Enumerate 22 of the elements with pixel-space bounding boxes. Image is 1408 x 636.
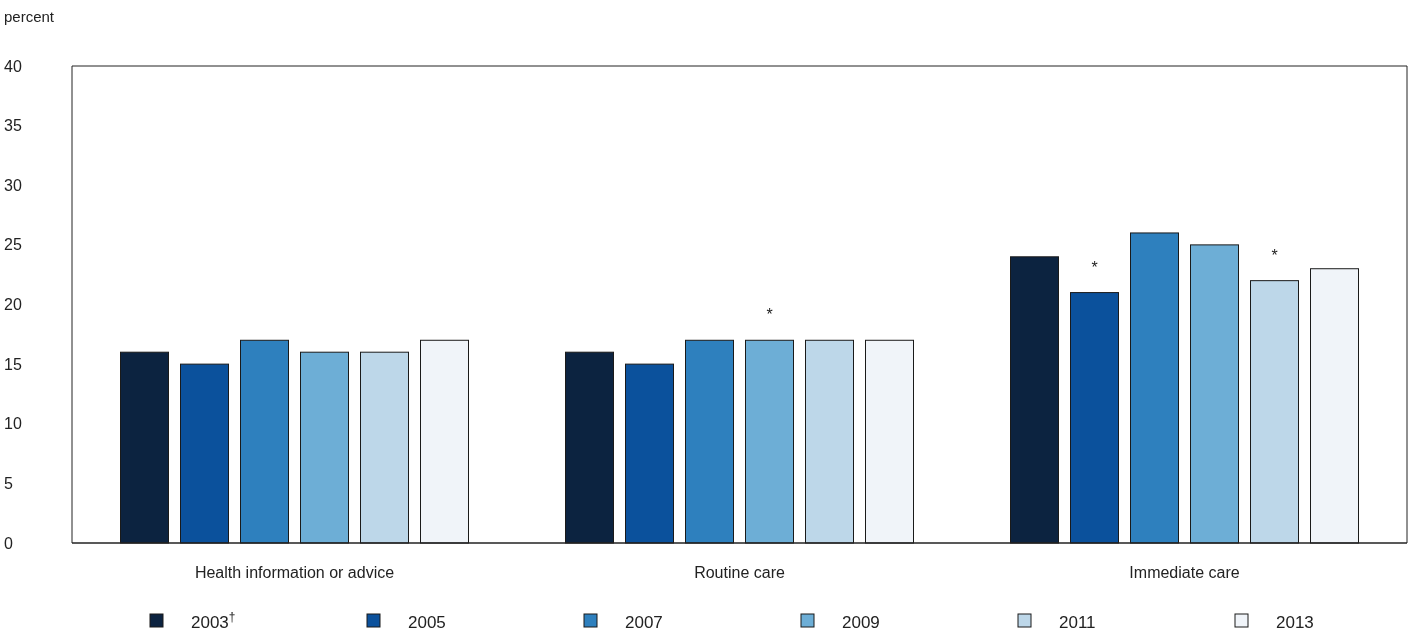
data-label: * xyxy=(1091,258,1098,276)
y-tick-label: 20 xyxy=(4,296,22,314)
y-axis-title: percent xyxy=(4,8,55,25)
y-tick-label: 10 xyxy=(4,415,22,433)
y-tick-label: 30 xyxy=(4,176,22,194)
legend-label: 2003$^{†}$ xyxy=(191,610,236,632)
legend-label: 2009 xyxy=(842,613,880,632)
y-tick-label: 5 xyxy=(4,474,13,492)
legend-label: 2013 xyxy=(1276,613,1314,632)
data-label: * xyxy=(1271,246,1278,264)
legend-label: 2011 xyxy=(1059,613,1096,632)
x-tick-label: Immediate care xyxy=(1129,564,1240,581)
y-tick-label: 35 xyxy=(4,117,22,135)
x-tick-label: Health information or advice xyxy=(194,564,395,581)
legend-label: 2005 xyxy=(408,613,446,632)
x-tick-label: Routine care xyxy=(694,564,785,581)
data-label: * xyxy=(766,306,773,324)
y-tick-label: 40 xyxy=(4,57,22,75)
y-tick-label: 15 xyxy=(4,355,22,373)
y-tick-label: 0 xyxy=(4,534,13,552)
legend-label: 2007 xyxy=(625,613,663,632)
y-tick-label: 25 xyxy=(4,236,22,254)
